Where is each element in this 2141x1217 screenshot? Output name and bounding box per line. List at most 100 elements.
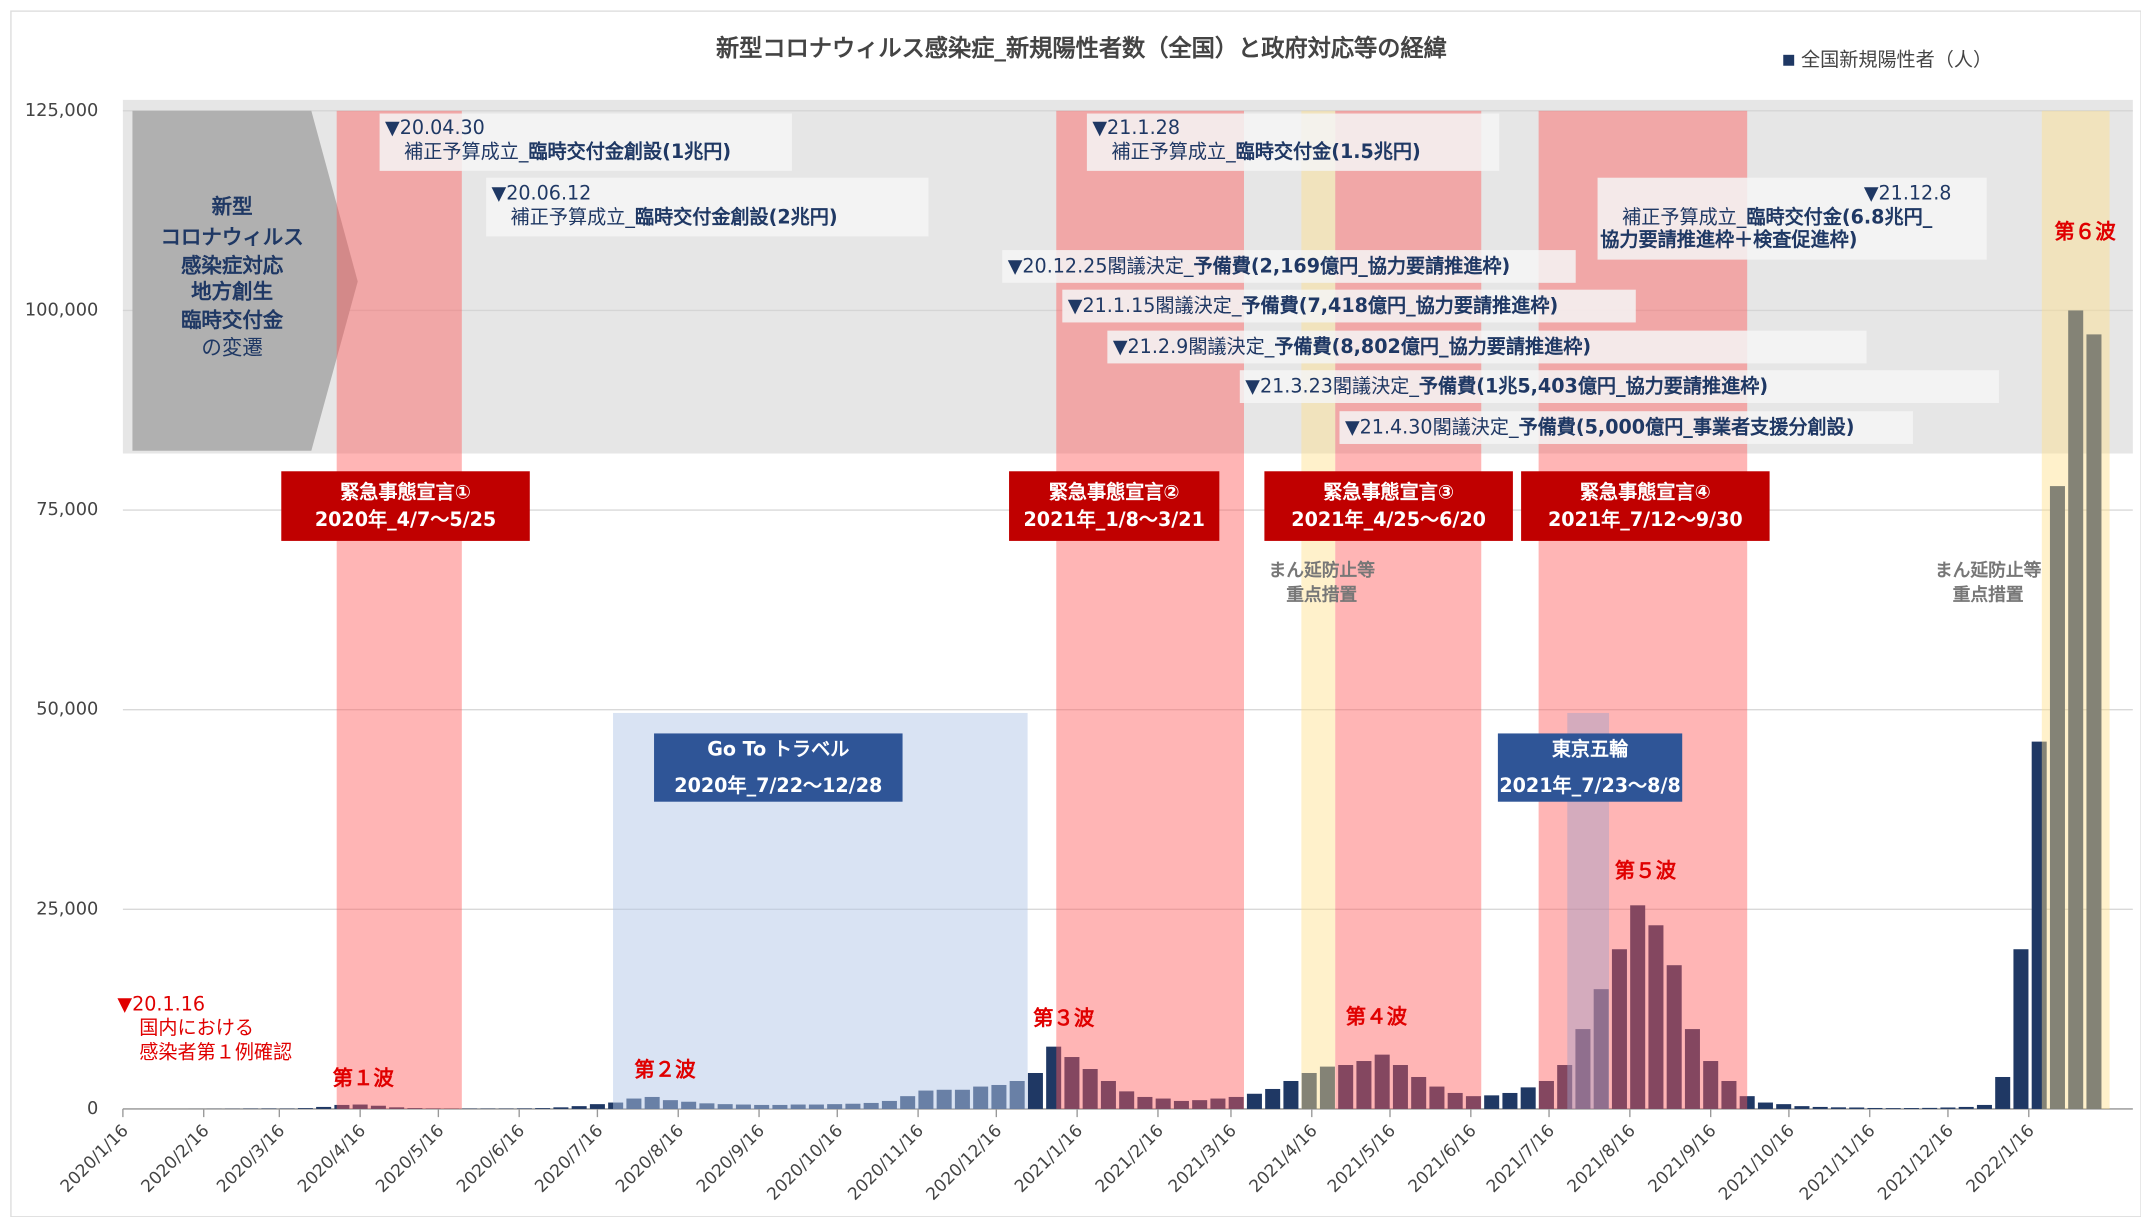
budget-note-bold: 臨時交付金創設(1兆円): [528, 139, 731, 162]
bar: [334, 1104, 350, 1109]
budget-note-bold: 予備費(5,000億円_事業者支援分創設): [1519, 415, 1855, 438]
bar: [1265, 1088, 1281, 1109]
bar: [1356, 1061, 1372, 1109]
emergency-box: [1264, 471, 1513, 541]
budget-note-date: ▼20.06.12: [492, 182, 592, 205]
emergency-band: [336, 110, 462, 1109]
bar: [1575, 1029, 1591, 1109]
bar: [2013, 949, 2029, 1109]
y-tick-label: 100,000: [25, 300, 98, 320]
budget-note-bg: [379, 113, 792, 171]
budget-note-text: 補正予算成立_: [1111, 139, 1236, 162]
budget-note-bold: 予備費(7,418億円_協力要請推進枠): [1241, 294, 1558, 317]
budget-note-bg: [486, 177, 929, 237]
emergency-box: [1009, 471, 1220, 541]
y-tick-label: 25,000: [36, 899, 98, 919]
budget-note-text: ▼21.1.15: [1068, 294, 1156, 317]
bar: [2049, 486, 2065, 1109]
wave-label: 第４波: [1346, 1004, 1408, 1028]
bar: [389, 1107, 405, 1109]
budget-note-text: 閣議決定_: [1188, 335, 1274, 358]
bar: [1155, 1098, 1171, 1109]
bar: [1903, 1108, 1919, 1109]
bar: [589, 1104, 605, 1109]
semi-emergency-label: 重点措置: [1286, 584, 1357, 606]
bar: [1392, 1065, 1408, 1109]
budget-note-text: ▼21.2.9: [1113, 335, 1188, 358]
budget-note-text: 閣議決定_: [1155, 294, 1241, 317]
budget-note-bg: [1062, 289, 1636, 323]
budget-note-text: 閣議決定_: [1333, 374, 1419, 397]
semi-emergency-label: まん延防止等: [1268, 559, 1375, 581]
bar: [1922, 1107, 1938, 1109]
bar: [352, 1104, 368, 1109]
bar: [1465, 1096, 1481, 1109]
bar: [1027, 1072, 1043, 1109]
bar: [1192, 1100, 1208, 1109]
bar: [1374, 1054, 1390, 1109]
first-case-note: 国内における: [139, 1016, 254, 1039]
budget-note: ▼20.12.25閣議決定_予備費(2,169億円_協力要請推進枠): [1008, 254, 1511, 277]
bar: [1958, 1106, 1974, 1109]
bar: [1611, 949, 1627, 1109]
semi-emergency-band: [2041, 110, 2110, 1109]
bar: [571, 1106, 587, 1109]
emergency-name: 緊急事態宣言③: [1323, 481, 1454, 504]
budget-note-bold: 臨時交付金(6.8兆円_: [1746, 205, 1932, 228]
bar: [1830, 1107, 1846, 1109]
panel-text: コロナウィルス: [160, 225, 303, 249]
emergency-range: 2021年_4/25～6/20: [1291, 508, 1486, 531]
bar: [1484, 1095, 1500, 1109]
bar: [1666, 965, 1682, 1109]
budget-note: ▼21.3.23閣議決定_予備費(1兆5,403億円_協力要請推進枠): [1245, 374, 1768, 397]
budget-note-date: ▼20.04.30: [385, 116, 485, 139]
event-name: Go To トラベル: [707, 737, 849, 760]
bar: [1283, 1080, 1299, 1109]
bar: [1064, 1057, 1080, 1109]
semi-emergency-label: 重点措置: [1953, 584, 2024, 606]
bar: [1082, 1069, 1098, 1109]
y-tick-label: 0: [87, 1099, 98, 1119]
legend-swatch: [1783, 54, 1795, 66]
budget-note-bg: [1239, 370, 1999, 404]
bar: [1119, 1091, 1135, 1109]
budget-note-bold: 臨時交付金創設(2兆円): [635, 205, 838, 228]
bar: [1849, 1107, 1865, 1109]
budget-note-text: 補正予算成立_: [511, 205, 636, 228]
budget-note-bg: [1597, 177, 1987, 260]
y-tick-label: 125,000: [25, 101, 98, 121]
bar: [1739, 1096, 1755, 1109]
wave-label: 第１波: [333, 1066, 395, 1090]
wave-label: 第２波: [634, 1058, 696, 1082]
event-range: 2020年_7/22～12/28: [674, 774, 882, 797]
bar: [1940, 1107, 1956, 1109]
bar: [316, 1106, 332, 1109]
bar: [553, 1107, 569, 1109]
budget-note: 補正予算成立_臨時交付金(1.5兆円): [1111, 139, 1420, 162]
bar: [1137, 1096, 1153, 1109]
budget-note-text: 閣議決定_: [1433, 415, 1519, 438]
budget-note-bold: 協力要請推進枠＋検査促進枠): [1600, 228, 1857, 251]
bar: [2068, 310, 2084, 1109]
event-box: [654, 733, 903, 802]
budget-note-bold: 予備費(2,169億円_協力要請推進枠): [1193, 254, 1510, 277]
emergency-name: 緊急事態宣言①: [340, 481, 471, 504]
bar: [1538, 1080, 1554, 1109]
emergency-range: 2021年_1/8～3/21: [1023, 508, 1204, 531]
bar: [1173, 1100, 1189, 1109]
bar: [1502, 1092, 1518, 1109]
bar: [1630, 905, 1646, 1109]
bar: [1721, 1080, 1737, 1109]
budget-note-text: 補正予算成立_: [404, 139, 529, 162]
wave-label: 第３波: [1033, 1006, 1095, 1030]
emergency-box: [1521, 471, 1770, 541]
bar: [1429, 1086, 1445, 1109]
bar: [1210, 1098, 1226, 1109]
budget-note-text: 閣議決定_: [1107, 254, 1193, 277]
bar: [1703, 1061, 1719, 1109]
bar: [1447, 1092, 1463, 1109]
panel-chevron: [132, 110, 358, 451]
bar: [370, 1105, 386, 1109]
budget-note: ▼21.4.30閣議決定_予備費(5,000億円_事業者支援分創設): [1345, 415, 1855, 438]
